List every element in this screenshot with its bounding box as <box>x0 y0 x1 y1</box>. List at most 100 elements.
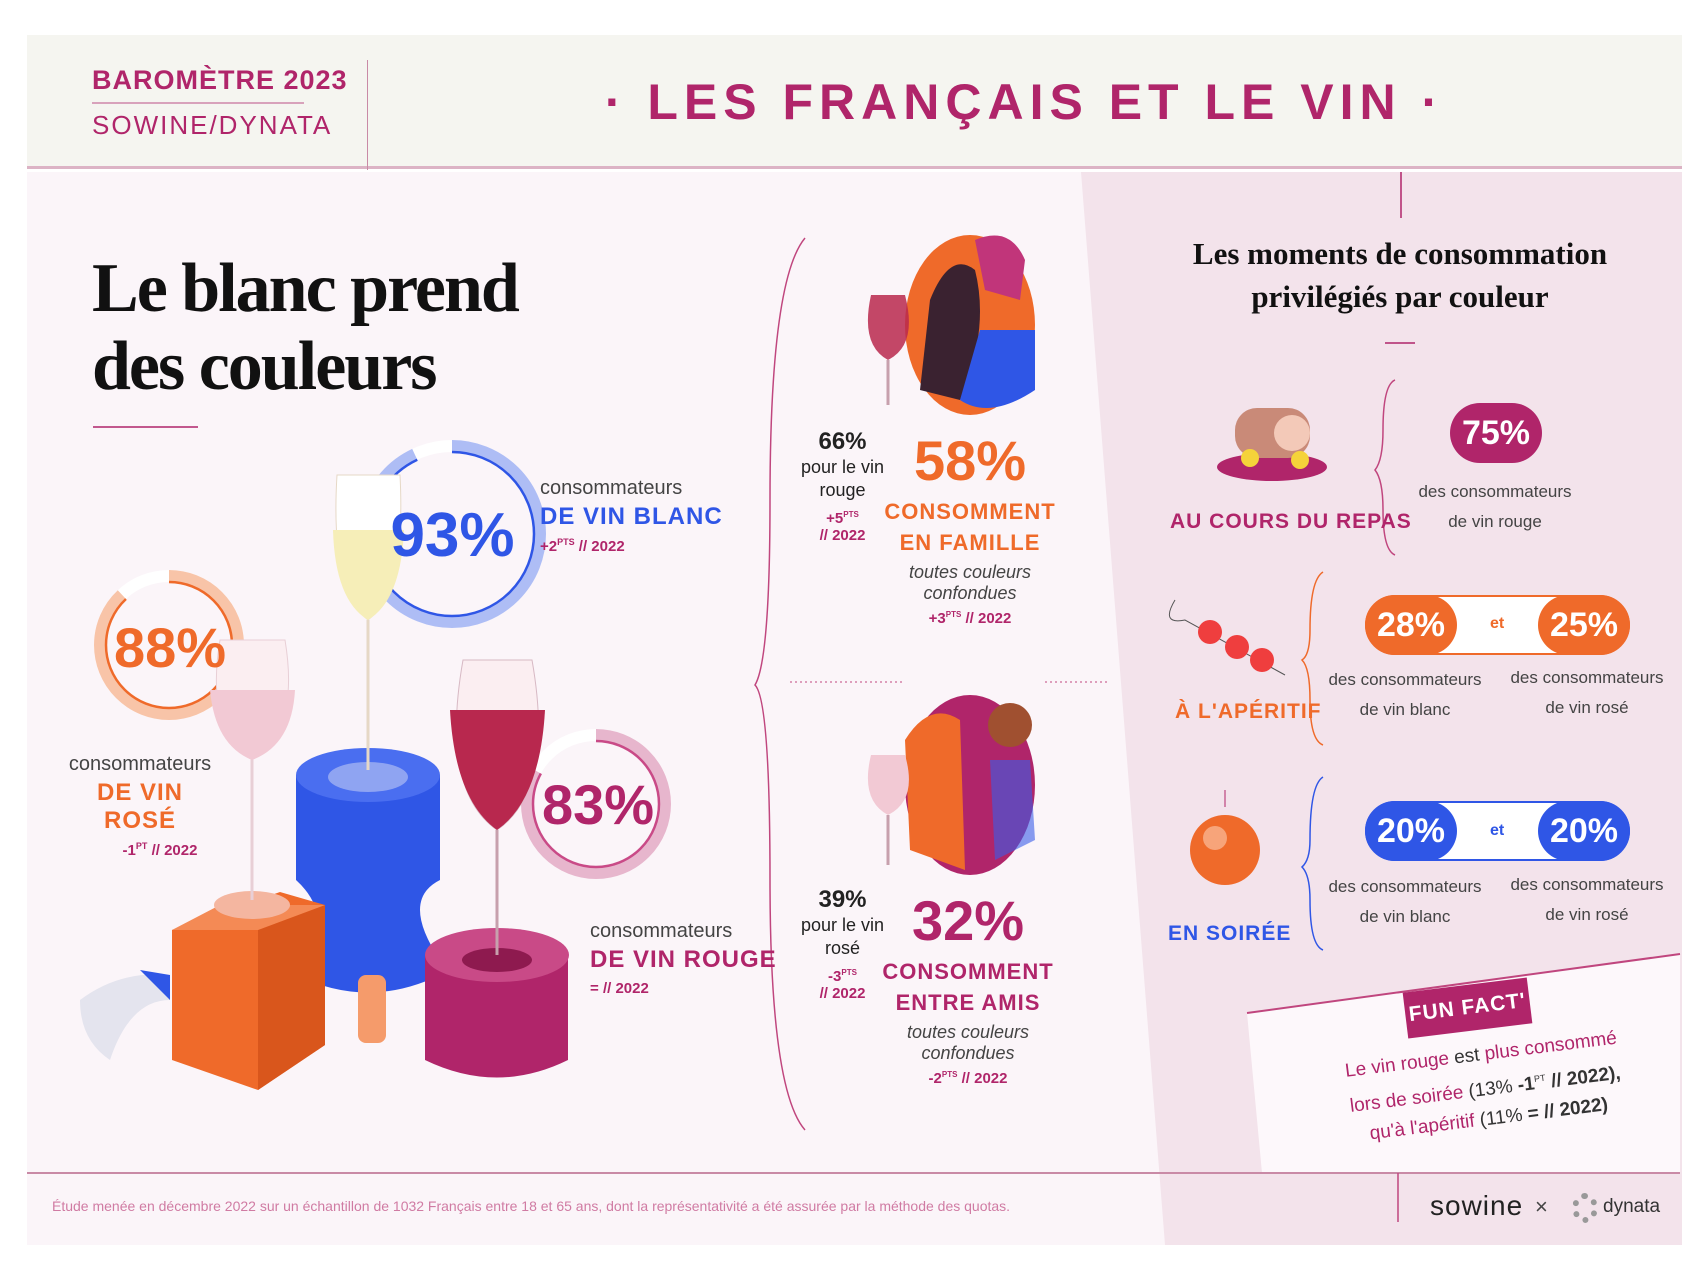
delta-unit: PTS <box>557 537 575 547</box>
disco-ball-icon <box>1190 790 1260 885</box>
header-rule <box>92 102 304 104</box>
sub-line: toutes couleurs <box>906 1022 1030 1042</box>
ff-text: est <box>1452 1044 1481 1069</box>
right-heading: Les moments de consommation privilégiés … <box>1150 232 1650 318</box>
desc-line: des consommateurs <box>1510 875 1664 894</box>
sources-label: SOWINE/DYNATA <box>92 110 333 140</box>
ring-inner-line <box>531 739 661 869</box>
aperitif-joiner: et <box>1490 615 1505 632</box>
delta-ref: // 2022 <box>961 1070 1008 1087</box>
sowine-logo: sowine <box>1430 1190 1524 1221</box>
ff-text: // 2022), <box>1549 1062 1622 1093</box>
rouge-label: consommateurs DE VIN ROUGE = // 2022 <box>590 920 777 997</box>
desc-line: des consommateurs <box>1328 877 1482 896</box>
rouge-label1: consommateurs <box>590 920 733 942</box>
ff-text: (13% <box>1467 1076 1514 1103</box>
heading-line: Les moments de consommation <box>1192 236 1608 271</box>
desc-line: des consommateurs <box>1510 668 1664 687</box>
fun-fact-box <box>1247 954 1680 1173</box>
side-label: pour le vin <box>800 457 885 477</box>
blanc-label2: DE VIN BLANC <box>540 503 723 530</box>
cork-illustration <box>358 975 386 1043</box>
delta-unit: PTS <box>945 610 962 619</box>
red-wine-glass-illustration <box>450 659 545 955</box>
delta: +3 <box>928 610 946 627</box>
footer-note: Étude menée en décembre 2022 sur un écha… <box>52 1198 1011 1214</box>
blanc-label: consommateurs DE VIN BLANC +2PTS // 2022 <box>540 477 723 555</box>
brace <box>754 237 806 1131</box>
desc-line: des consommateurs <box>1328 670 1482 689</box>
times-symbol: × <box>1535 1194 1548 1219</box>
repas-label: AU COURS DU REPAS <box>1170 510 1412 533</box>
desc-line: des consommateurs <box>1418 482 1572 501</box>
delta-unit: PT <box>135 841 148 851</box>
soiree-pct1: 20% <box>1365 801 1457 861</box>
left-heading: Le blanc prend des couleurs <box>92 250 520 406</box>
desc-line: de vin blanc <box>1359 907 1451 926</box>
rose-wine-glass-illustration <box>210 639 295 900</box>
corkscrew-illustration <box>80 970 170 1060</box>
desc-line: de vin rosé <box>1545 905 1629 924</box>
blanc-label1: consommateurs <box>540 477 683 499</box>
delta-unit: PTS <box>841 968 857 977</box>
famille-main-stat: 58% CONSOMMENT EN FAMILLE toutes couleur… <box>880 429 1060 628</box>
main-line: CONSOMMENT <box>882 959 1054 984</box>
famille-side-stat: 66% pour le vin rouge +5PTS // 2022 <box>785 428 900 544</box>
delta-unit: PTS <box>843 510 859 519</box>
skewer-icon <box>1168 599 1286 676</box>
main-line: EN FAMILLE <box>899 530 1041 555</box>
desc-line: de vin blanc <box>1359 700 1451 719</box>
blanc-pct: 93% <box>390 501 515 570</box>
delta-ref: // 2022 <box>602 980 649 997</box>
aperitif-pct1: 28% <box>1365 595 1457 655</box>
aperitif-desc2: des consommateurs de vin rosé <box>1502 663 1672 723</box>
ff-text: PT <box>1533 1072 1547 1084</box>
ham-icon <box>1217 408 1327 481</box>
page-title: · LES FRANÇAIS ET LE VIN · <box>604 74 1445 130</box>
rose-label1: consommateurs <box>68 753 212 775</box>
aperitif-pct2: 25% <box>1538 595 1630 655</box>
dynata-logo: dynata <box>1603 1196 1661 1217</box>
repas-desc: des consommateurs de vin rouge <box>1405 477 1585 537</box>
white-wine-glass-illustration <box>333 474 404 770</box>
sub-line: confondues <box>923 583 1017 603</box>
soiree-label: EN SOIRÉE <box>1168 922 1292 945</box>
ring-progress <box>521 729 671 879</box>
main-pct: 32% <box>911 889 1025 952</box>
delta-ref: // 2022 <box>819 527 866 544</box>
side-pct: 39% <box>818 886 867 913</box>
aperitif-label: À L'APÉRITIF <box>1175 700 1322 723</box>
delta: -3 <box>828 968 842 985</box>
blue-pedestal-illustration <box>296 748 440 993</box>
rose-label2: DE VIN ROSÉ <box>96 779 183 834</box>
main-pct: 58% <box>913 429 1027 492</box>
orange-cube-illustration <box>172 891 325 1090</box>
header: BAROMÈTRE 2023 SOWINE/DYNATA · LES FRANÇ… <box>27 35 1682 170</box>
heading-line: Le blanc prend <box>92 250 520 327</box>
main-line: CONSOMMENT <box>884 499 1056 524</box>
delta-ref: // 2022 <box>965 610 1012 627</box>
heading-line: privilégiés par couleur <box>1251 279 1549 314</box>
repas-pct: 75% <box>1450 403 1542 463</box>
rouge-label2: DE VIN ROUGE <box>590 946 777 973</box>
amis-main-stat: 32% CONSOMMENT ENTRE AMIS toutes couleur… <box>878 889 1058 1088</box>
delta-ref: // 2022 <box>151 842 198 859</box>
amis-side-stat: 39% pour le vin rosé -3PTS // 2022 <box>785 886 900 1002</box>
family-illustration <box>867 235 1035 415</box>
side-pct: 66% <box>818 428 867 455</box>
delta: = <box>590 980 599 997</box>
side-label: pour le vin <box>800 915 885 935</box>
delta-ref: // 2022 <box>578 538 625 555</box>
rose-label: consommateurs DE VIN ROSÉ -1PT // 2022 <box>60 753 220 859</box>
sub-line: toutes couleurs <box>908 562 1032 582</box>
soiree-desc2: des consommateurs de vin rosé <box>1502 870 1672 930</box>
rose-pct: 88% <box>113 616 227 679</box>
side-label: rosé <box>824 938 860 958</box>
desc-line: de vin rouge <box>1448 512 1542 531</box>
ff-text: (11% <box>1478 1105 1524 1132</box>
heading-line: des couleurs <box>92 328 437 405</box>
soiree-joiner: et <box>1490 822 1505 839</box>
delta-ref: // 2022 <box>819 985 866 1002</box>
dynata-logo-icon <box>1572 1193 1598 1223</box>
